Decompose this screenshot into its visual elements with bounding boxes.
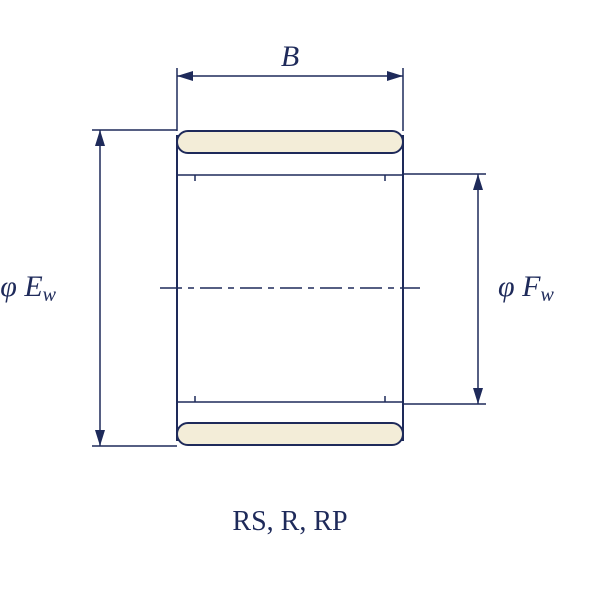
dim-label-b: B	[281, 40, 299, 73]
roller	[177, 423, 403, 445]
roller	[177, 131, 403, 153]
caption: RS, R, RP	[232, 506, 347, 537]
